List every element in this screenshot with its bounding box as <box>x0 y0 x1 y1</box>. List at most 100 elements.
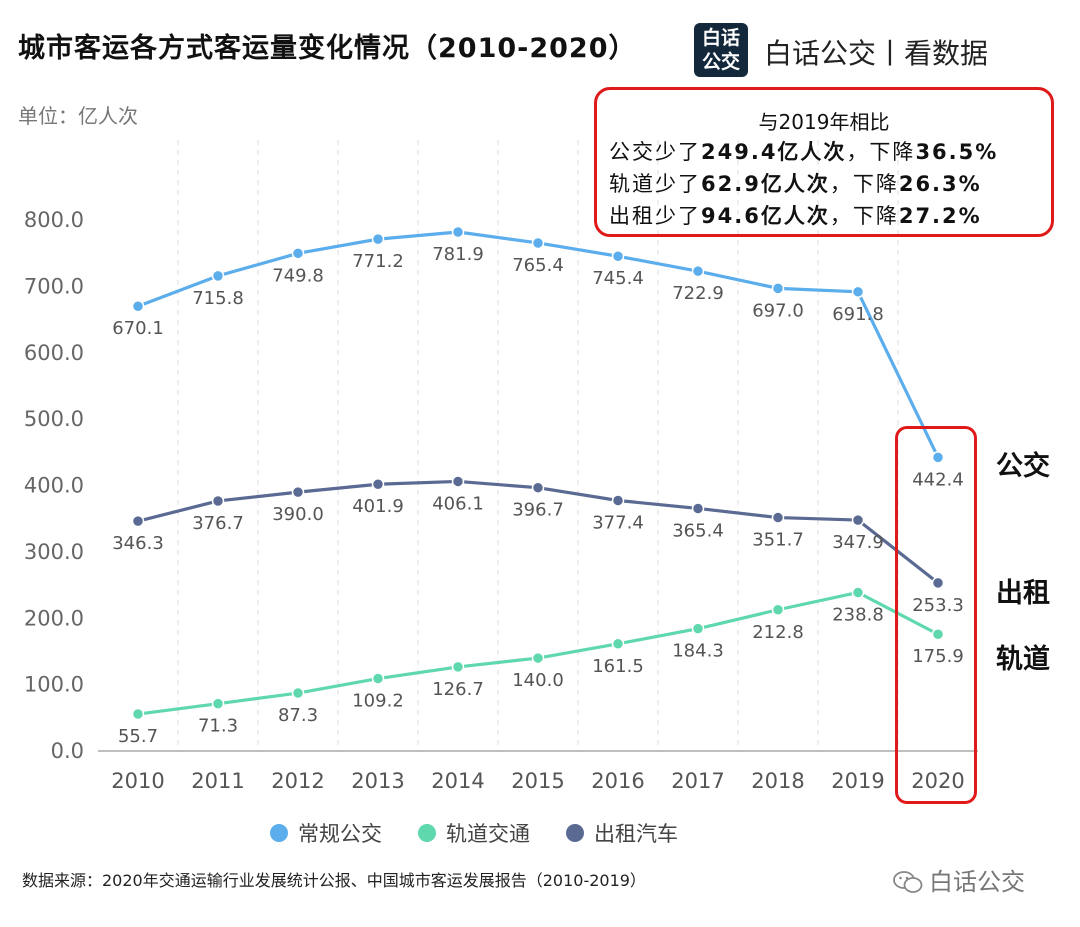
data-point-bus <box>611 249 625 263</box>
data-label-taxi: 377.4 <box>592 513 644 534</box>
comparison-row-rail: 轨道少了62.9亿人次，下降26.3% <box>609 168 982 198</box>
side-label-taxi: 出租 <box>996 578 1050 609</box>
x-tick-label: 2018 <box>751 769 804 793</box>
data-point-rail <box>291 686 305 700</box>
data-label-bus: 781.9 <box>432 244 484 265</box>
legend-item-taxi[interactable]: 出租汽车 <box>566 818 678 848</box>
logo-line-1: 白话 <box>701 27 740 49</box>
data-point-taxi <box>131 514 145 528</box>
data-label-taxi: 346.3 <box>112 533 164 554</box>
comparison-amount: 94.6亿人次 <box>701 204 830 228</box>
data-label-taxi: 396.7 <box>512 500 564 521</box>
data-label-rail: 126.7 <box>432 679 484 700</box>
data-point-rail <box>771 603 785 617</box>
data-source-note: 数据来源：2020年交通运输行业发展统计公报、中国城市客运发展报告（2010-2… <box>22 871 646 890</box>
data-point-rail <box>531 651 545 665</box>
data-label-bus: 749.8 <box>272 265 324 286</box>
data-point-bus <box>691 264 705 278</box>
x-tick-label: 2013 <box>351 769 404 793</box>
x-tick-label: 2010 <box>111 769 164 793</box>
legend-label: 出租汽车 <box>594 822 678 846</box>
comparison-amount: 249.4亿人次 <box>701 140 847 164</box>
data-point-taxi <box>611 494 625 507</box>
legend-dot-taxi <box>566 824 584 842</box>
data-label-rail: 212.8 <box>752 622 804 643</box>
data-point-taxi <box>851 513 865 527</box>
x-tick-label: 2019 <box>831 769 884 793</box>
chart-legend: 常规公交 轨道交通 出租汽车 <box>270 818 678 848</box>
data-point-taxi <box>371 477 385 491</box>
data-label-taxi: 347.9 <box>832 532 884 553</box>
data-point-rail <box>371 672 385 685</box>
data-label-taxi: 365.4 <box>672 520 724 541</box>
comparison-row-bus: 公交少了249.4亿人次，下降36.5% <box>609 136 998 166</box>
x-tick-label: 2012 <box>271 769 324 793</box>
data-label-rail: 55.7 <box>118 726 158 747</box>
data-point-taxi <box>211 494 225 508</box>
data-label-taxi: 351.7 <box>752 530 804 551</box>
data-point-taxi <box>771 511 785 524</box>
data-label-bus: 745.4 <box>592 268 644 289</box>
data-label-rail: 175.9 <box>912 646 964 667</box>
data-label-rail: 140.0 <box>512 670 564 691</box>
y-tick-label: 600.0 <box>24 341 84 365</box>
comparison-pct: 36.5% <box>915 140 999 164</box>
comparison-mid: ，下降 <box>829 172 899 196</box>
comparison-prefix: 出租少了 <box>609 204 701 228</box>
y-tick-label: 100.0 <box>24 673 84 697</box>
data-point-bus <box>851 285 865 299</box>
comparison-title: 与2019年相比 <box>758 110 890 134</box>
comparison-row-taxi: 出租少了94.6亿人次，下降27.2% <box>609 200 982 230</box>
data-point-bus <box>211 269 225 283</box>
comparison-pct: 26.3% <box>898 172 982 196</box>
legend-dot-bus <box>270 824 288 842</box>
x-tick-label: 2017 <box>671 769 724 793</box>
x-tick-label: 2016 <box>591 769 644 793</box>
data-label-rail: 71.3 <box>198 716 238 737</box>
y-tick-label: 500.0 <box>24 407 84 431</box>
legend-label: 常规公交 <box>298 822 382 846</box>
data-point-rail <box>611 637 625 651</box>
data-label-bus: 670.1 <box>112 318 164 339</box>
data-label-bus: 771.2 <box>352 251 404 272</box>
data-point-bus <box>131 299 145 313</box>
data-point-bus <box>931 451 945 464</box>
data-label-rail: 87.3 <box>278 705 318 726</box>
data-label-taxi: 253.3 <box>912 595 964 616</box>
comparison-prefix: 公交少了 <box>609 140 701 164</box>
x-tick-label: 2014 <box>431 769 484 793</box>
data-point-rail <box>451 660 465 674</box>
x-tick-label: 2015 <box>511 769 564 793</box>
y-tick-label: 800.0 <box>24 208 84 232</box>
data-label-bus: 715.8 <box>192 288 244 309</box>
data-label-bus: 697.0 <box>752 300 804 321</box>
data-point-taxi <box>451 475 465 488</box>
data-label-taxi: 376.7 <box>192 513 244 534</box>
data-label-bus: 722.9 <box>672 283 724 304</box>
data-point-taxi <box>931 576 945 590</box>
legend-label: 轨道交通 <box>446 822 530 846</box>
data-label-rail: 109.2 <box>352 691 404 712</box>
data-label-taxi: 390.0 <box>272 504 324 525</box>
data-label-bus: 442.4 <box>912 469 964 490</box>
comparison-mid: ，下降 <box>846 140 916 164</box>
comparison-prefix: 轨道少了 <box>609 172 701 196</box>
data-point-bus <box>771 282 785 295</box>
watermark: 白话公交 <box>893 862 1025 897</box>
data-point-rail <box>851 586 865 599</box>
watermark-text: 白话公交 <box>929 868 1025 896</box>
comparison-mid: ，下降 <box>829 204 899 228</box>
x-tick-label: 2020 <box>911 769 964 793</box>
legend-item-rail[interactable]: 轨道交通 <box>418 818 530 848</box>
y-tick-label: 700.0 <box>24 274 84 298</box>
legend-dot-rail <box>418 824 436 842</box>
data-point-rail <box>131 707 145 721</box>
comparison-amount: 62.9亿人次 <box>701 172 830 196</box>
legend-item-bus[interactable]: 常规公交 <box>270 818 382 848</box>
data-label-rail: 238.8 <box>832 604 884 625</box>
data-point-taxi <box>291 485 305 499</box>
data-point-rail <box>211 697 225 710</box>
data-label-taxi: 401.9 <box>352 496 404 517</box>
data-point-bus <box>451 225 465 239</box>
chart-title: 城市客运各方式客运量变化情况（2010-2020） <box>18 33 637 64</box>
